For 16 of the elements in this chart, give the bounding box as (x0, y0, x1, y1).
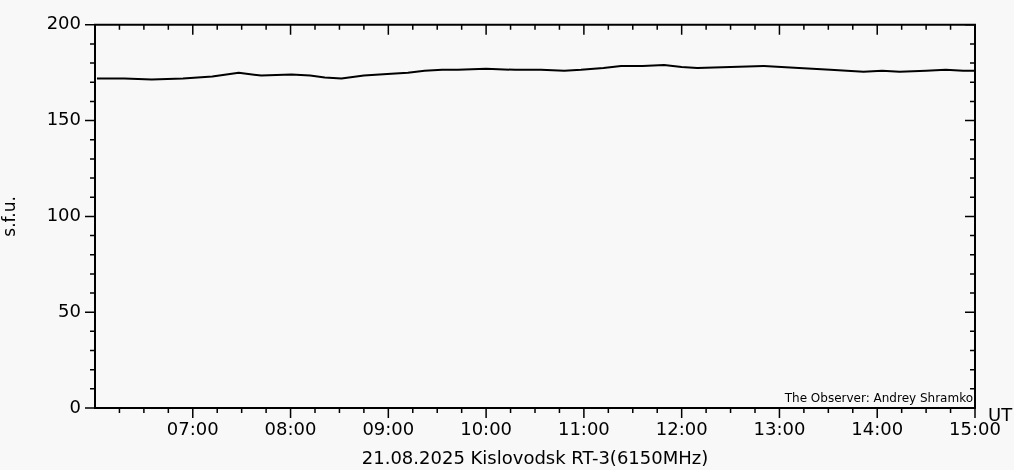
x-tick-label: 07:00 (166, 418, 219, 440)
x-tick-label: 11:00 (557, 418, 610, 440)
x-tick-label: 12:00 (655, 418, 708, 440)
y-tick-label: 50 (58, 299, 81, 321)
annotation: The Observer: Andrey Shramko (783, 391, 973, 406)
x-tick-label: 09:00 (362, 418, 415, 440)
y-tick-label: 0 (69, 395, 81, 417)
y-tick-label: 100 (46, 204, 81, 226)
y-tick-label: 200 (46, 12, 81, 34)
x-tick-label: 13:00 (753, 418, 806, 440)
x-tick-label: 14:00 (851, 418, 904, 440)
y-tick-label: 150 (46, 108, 81, 130)
x-tick-label: 08:00 (264, 418, 317, 440)
x-axis-title: 21.08.2025 Kislovodsk RT-3(6150MHz) (361, 446, 709, 468)
x-tick-label: 10:00 (460, 418, 513, 440)
y-axis-title: s.f.u. (0, 196, 19, 237)
